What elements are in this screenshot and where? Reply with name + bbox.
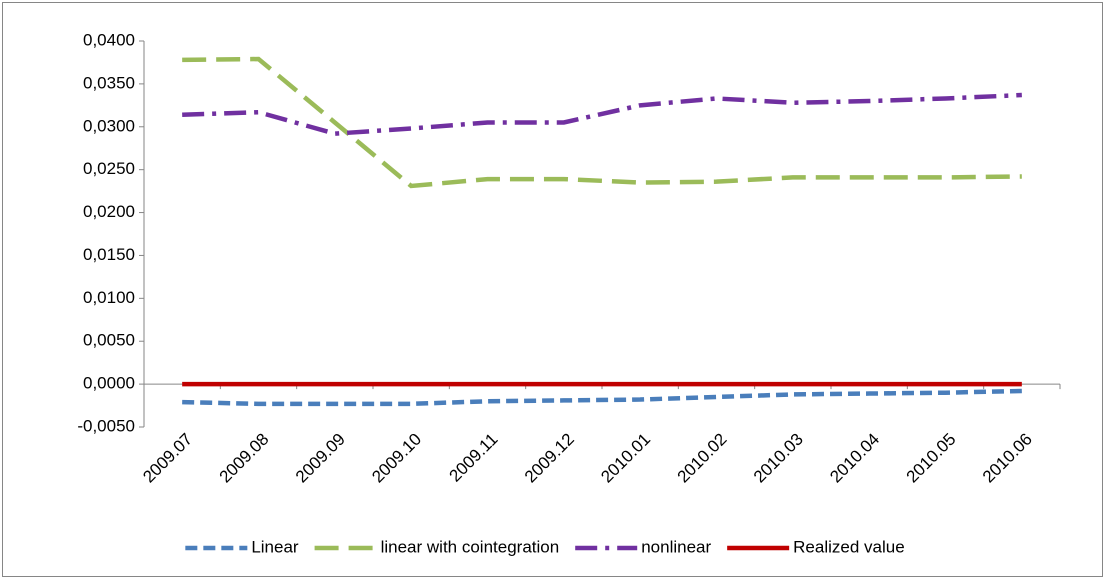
series-line [182, 92, 1022, 136]
legend-label: linear with cointegration [381, 537, 560, 556]
legend-label: Realized value [793, 537, 905, 556]
y-tick-label: 0,0400 [83, 30, 135, 49]
y-tick-label: 0,0350 [83, 73, 135, 92]
legend-label: Linear [251, 537, 299, 556]
y-tick-label: 0,0100 [83, 288, 135, 307]
y-tick-label: 0,0150 [83, 245, 135, 264]
y-tick-label: 0,0200 [83, 202, 135, 221]
y-tick-label: 0,0000 [83, 374, 135, 393]
y-tick-label: -0,0050 [77, 416, 135, 435]
y-tick-label: 0,0250 [83, 159, 135, 178]
legend-label: nonlinear [641, 537, 711, 556]
series-line [182, 56, 1022, 189]
series-line [182, 388, 1022, 407]
y-tick-label: 0,0300 [83, 116, 135, 135]
y-tick-label: 0,0050 [83, 331, 135, 350]
